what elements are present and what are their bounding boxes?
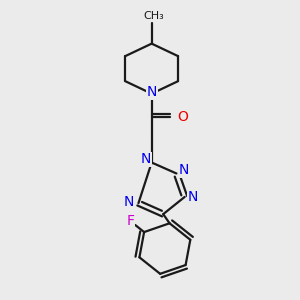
Text: O: O	[177, 110, 188, 124]
Text: N: N	[146, 85, 157, 99]
Text: F: F	[126, 214, 134, 228]
Text: CH₃: CH₃	[143, 11, 164, 21]
Text: N: N	[140, 152, 151, 167]
Text: N: N	[124, 195, 134, 208]
Text: N: N	[188, 190, 198, 204]
Text: N: N	[178, 163, 189, 177]
